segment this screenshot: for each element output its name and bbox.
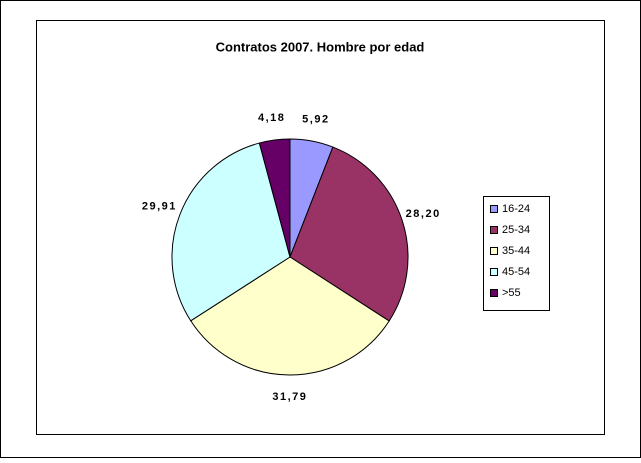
data-label: 5,92	[302, 113, 329, 125]
legend-label: 25-34	[502, 224, 530, 236]
legend-label: 45-54	[502, 266, 530, 278]
legend-swatch	[490, 289, 498, 297]
pie-slice	[190, 256, 390, 376]
pie-slice	[258, 138, 291, 258]
legend-swatch	[490, 226, 498, 234]
legend-label: 16-24	[502, 203, 530, 215]
legend-label: 35-44	[502, 245, 530, 257]
chart-title: Contratos 2007. Hombre por edad	[216, 39, 425, 54]
data-label: 28,20	[406, 208, 441, 220]
legend-swatch	[490, 247, 498, 255]
legend-swatch	[490, 205, 498, 213]
pie-slice	[289, 146, 409, 322]
data-label: 4,18	[258, 112, 285, 124]
pie-slice	[171, 142, 291, 322]
data-label: 31,79	[272, 391, 307, 403]
legend-swatch	[490, 268, 498, 276]
legend-label: >55	[502, 287, 521, 299]
data-label: 29,91	[142, 200, 177, 212]
